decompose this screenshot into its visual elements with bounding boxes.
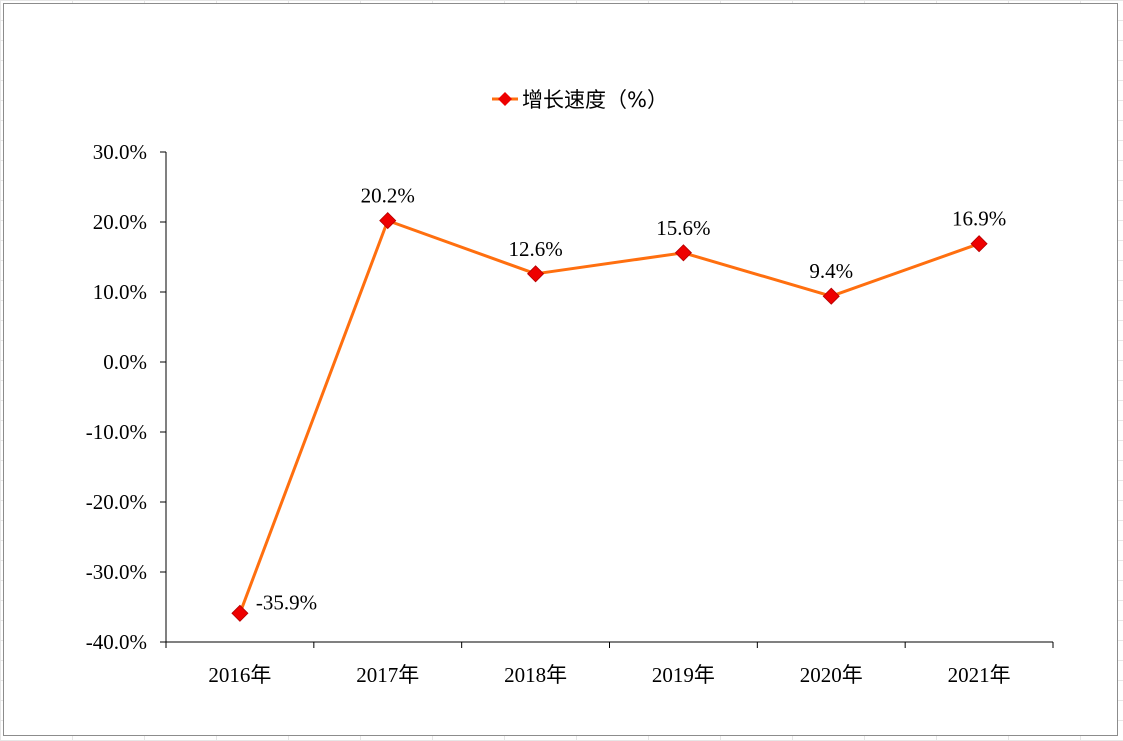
x-tick-label: 2016年	[208, 663, 271, 687]
y-tick-label: 0.0%	[103, 350, 147, 374]
data-label: 16.9%	[952, 207, 1006, 231]
y-tick-label: -10.0%	[86, 420, 147, 444]
y-tick-label: 10.0%	[93, 280, 147, 304]
x-axis-tick-labels: 2016年 2017年 2018年 2019年 2020年 2021年	[208, 663, 1010, 687]
data-point-marker[interactable]	[379, 212, 397, 230]
legend-marker-swatch	[498, 92, 512, 106]
series-line[interactable]	[238, 219, 980, 614]
data-label: 20.2%	[361, 184, 415, 208]
x-tick-label: 2020年	[800, 663, 863, 687]
legend[interactable]: 增长速度（%）	[492, 88, 668, 112]
data-label: -35.9%	[256, 590, 317, 614]
data-label: 15.6%	[656, 216, 710, 240]
y-tick-label: 30.0%	[93, 140, 147, 164]
data-labels: -35.9% 20.2% 12.6% 15.6% 9.4% 16.9%	[256, 184, 1006, 615]
x-tick-label: 2017年	[356, 663, 419, 687]
axes	[160, 151, 1054, 648]
y-tick-label: -40.0%	[86, 630, 147, 654]
y-tick-label: -30.0%	[86, 560, 147, 584]
x-tick-label: 2021年	[948, 663, 1011, 687]
series-line-path	[238, 219, 980, 614]
chart-area[interactable]	[3, 3, 1118, 736]
data-point-marker[interactable]	[231, 604, 249, 622]
data-point-marker[interactable]	[822, 287, 840, 305]
data-label: 12.6%	[508, 237, 562, 261]
y-axis-tick-labels: 30.0% 20.0% 10.0% 0.0% -10.0% -20.0% -30.0% -40…	[86, 140, 147, 654]
y-tick-label: -20.0%	[86, 490, 147, 514]
series-markers[interactable]	[231, 212, 988, 622]
x-tick-label: 2019年	[652, 663, 715, 687]
y-tick-label: 20.0%	[93, 210, 147, 234]
data-label: 9.4%	[809, 259, 853, 283]
data-point-marker[interactable]	[527, 265, 545, 283]
data-point-marker[interactable]	[970, 235, 988, 253]
x-tick-label: 2018年	[504, 663, 567, 687]
data-point-marker[interactable]	[674, 244, 692, 262]
legend-label: 增长速度（%）	[522, 88, 668, 112]
